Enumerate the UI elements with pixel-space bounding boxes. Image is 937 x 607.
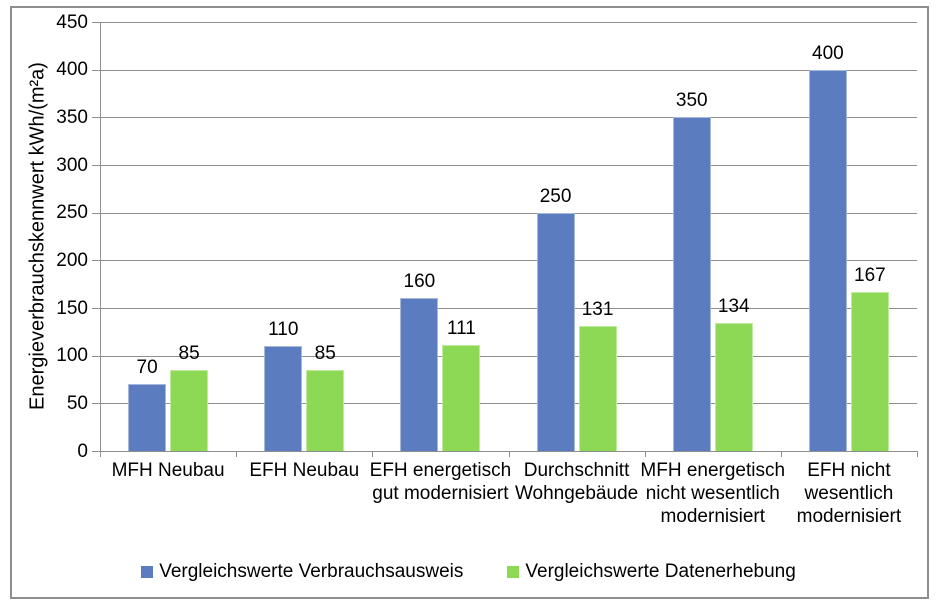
bar-value-label: 85 xyxy=(314,342,336,364)
y-tick-mark xyxy=(92,355,100,357)
y-tick-mark xyxy=(92,69,100,71)
y-tick-mark xyxy=(92,260,100,262)
y-tick-label: 450 xyxy=(56,11,88,33)
legend-swatch-green-icon xyxy=(507,566,520,578)
bar-s1-c0 xyxy=(170,369,209,451)
x-category-label: Durchschnitt Wohngebäude xyxy=(514,460,639,504)
gridline xyxy=(100,403,917,405)
bar-s0-c5 xyxy=(808,69,847,451)
gridline xyxy=(100,260,917,262)
bar-value-label: 250 xyxy=(539,185,572,207)
x-category-label: MFH Neubau xyxy=(111,460,225,481)
bar-s1-c2 xyxy=(442,345,481,451)
x-category-label: EFH nicht wesentlich modernisiert xyxy=(796,460,902,527)
y-tick-label: 200 xyxy=(56,249,88,271)
bar-value-label: 160 xyxy=(403,271,436,293)
legend-swatch-blue-icon xyxy=(141,566,154,578)
x-tick-mark xyxy=(236,451,238,457)
y-tick-label: 300 xyxy=(56,154,88,176)
bar-value-label: 167 xyxy=(854,264,886,286)
y-tick-label: 350 xyxy=(56,106,88,128)
x-category-label: EFH Neubau xyxy=(249,460,360,481)
chart-frame xyxy=(10,6,929,599)
legend-item-verbrauchsausweis: Vergleichswerte Verbrauchsausweis xyxy=(141,561,463,583)
bar-value-label: 350 xyxy=(675,90,708,112)
bar-value-label: 111 xyxy=(446,318,476,340)
bar-s0-c3 xyxy=(536,212,575,451)
legend-label-verbrauchsausweis: Vergleichswerte Verbrauchsausweis xyxy=(159,561,464,582)
gridline xyxy=(100,308,917,309)
y-tick-mark xyxy=(92,117,100,119)
x-tick-mark xyxy=(372,451,374,457)
x-tick-mark xyxy=(644,451,646,457)
bar-value-label: 110 xyxy=(268,319,299,341)
bar-value-label: 134 xyxy=(717,296,750,318)
bar-s1-c3 xyxy=(578,326,617,451)
y-tick-label: 250 xyxy=(56,202,88,224)
bar-s0-c0 xyxy=(128,384,167,451)
legend-label-datenerhebung: Vergleichswerte Datenerhebung xyxy=(525,561,796,582)
gridline xyxy=(100,22,917,23)
legend: Vergleichswerte Verbrauchsausweis Vergle… xyxy=(12,558,925,586)
y-tick-label: 100 xyxy=(56,345,88,367)
y-tick-label: 0 xyxy=(77,440,88,462)
bar-s1-c5 xyxy=(850,291,889,451)
y-tick-label: 50 xyxy=(66,392,88,414)
y-tick-mark xyxy=(92,212,100,214)
gridline xyxy=(100,69,917,71)
y-tick-mark xyxy=(92,308,100,309)
bar-s1-c4 xyxy=(714,323,753,451)
bar-s1-c1 xyxy=(306,369,345,451)
y-tick-mark xyxy=(92,403,100,405)
x-tick-mark xyxy=(917,451,918,457)
y-tick-label: 400 xyxy=(56,59,88,81)
x-tick-mark xyxy=(780,451,782,457)
x-category-label: MFH energetisch nicht wesentlich moderni… xyxy=(640,460,786,527)
x-category-label: EFH energetisch gut modernisiert xyxy=(369,460,512,504)
bar-s0-c1 xyxy=(264,346,303,451)
legend-item-datenerhebung: Vergleichswerte Datenerhebung xyxy=(507,561,796,583)
bar-value-label: 131 xyxy=(581,299,614,321)
y-axis-line xyxy=(100,22,101,451)
y-tick-mark xyxy=(92,22,100,23)
y-tick-mark xyxy=(92,165,100,166)
x-tick-mark xyxy=(508,451,510,457)
bar-s0-c4 xyxy=(672,117,711,451)
gridline xyxy=(100,165,917,166)
x-tick-mark xyxy=(100,451,101,457)
bar-s0-c2 xyxy=(400,298,439,451)
gridline xyxy=(100,355,917,357)
bar-value-label: 400 xyxy=(812,42,844,64)
bar-value-label: 85 xyxy=(178,342,200,364)
gridline xyxy=(100,212,917,214)
y-tick-label: 150 xyxy=(56,297,88,319)
y-tick-mark xyxy=(92,451,100,452)
gridline xyxy=(100,117,917,119)
bar-value-label: 70 xyxy=(136,357,158,379)
